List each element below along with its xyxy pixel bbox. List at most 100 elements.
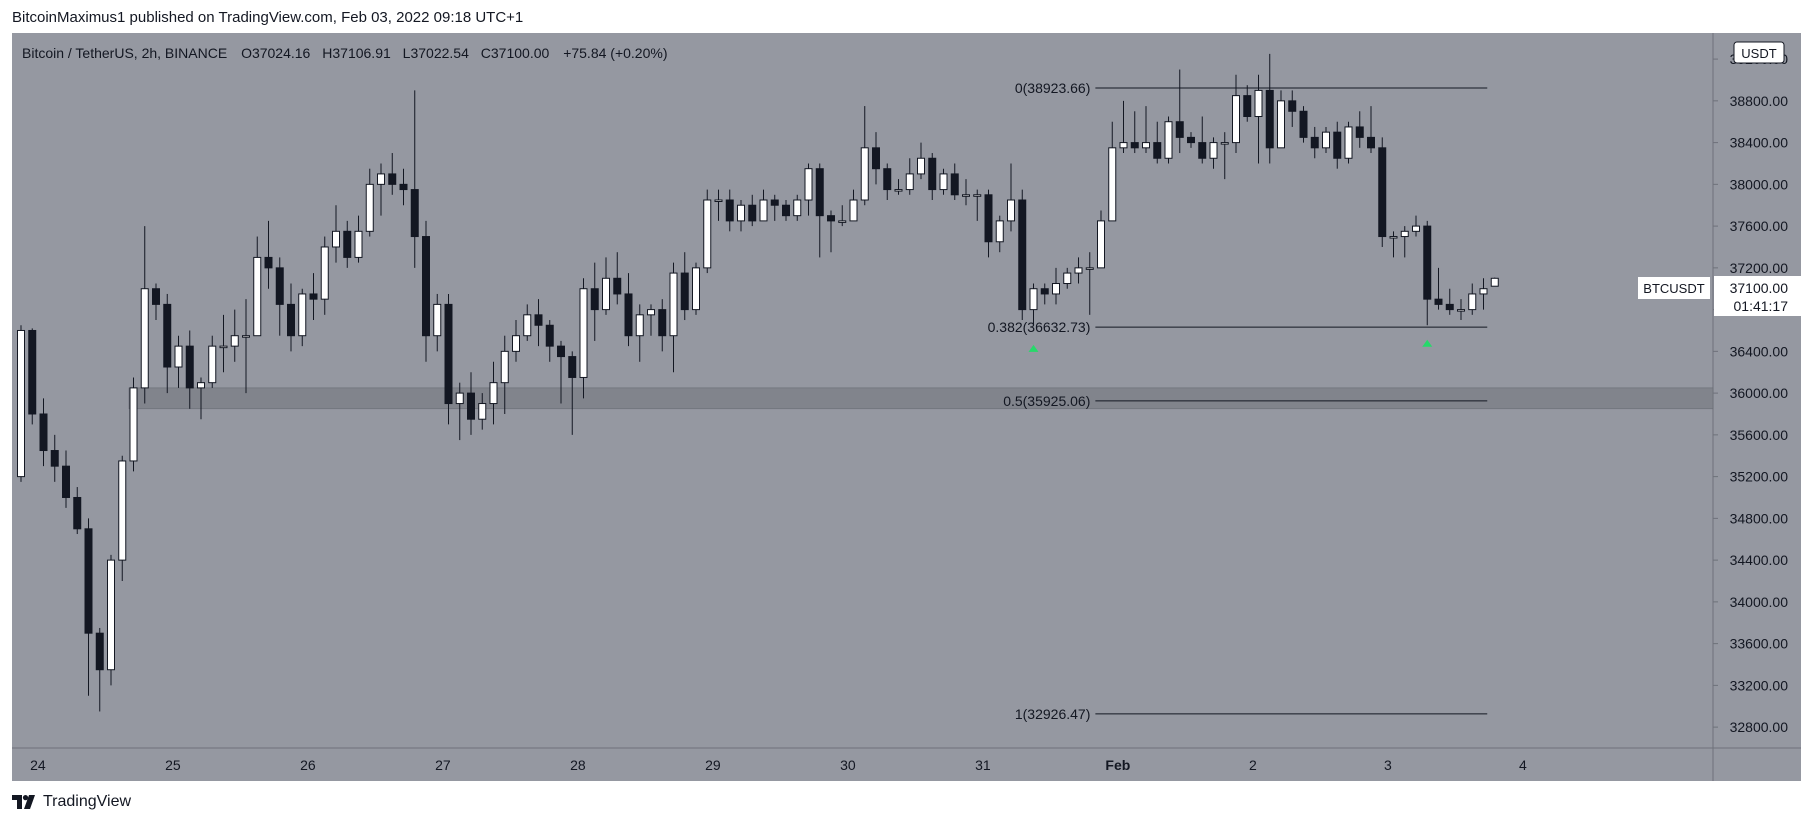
candle <box>1412 215 1420 237</box>
low-value: 37022.54 <box>410 45 469 61</box>
candle-body-down <box>1130 142 1139 149</box>
candle-body-up <box>737 204 745 222</box>
tradingview-logo-icon <box>12 795 35 809</box>
candle-body-up <box>500 350 509 384</box>
candle <box>422 220 430 362</box>
candle-body-up <box>1479 288 1488 295</box>
candle <box>590 262 599 341</box>
candle <box>770 194 779 221</box>
candle <box>635 304 644 362</box>
candle-body-down <box>534 314 543 326</box>
fibonacci-levels: 0(38923.66) 0.382(36632.73) 0.5(35925.06) 1… <box>988 80 1488 722</box>
candle-body-down <box>680 272 689 311</box>
currency-badge[interactable]: USDT <box>1733 41 1785 64</box>
candle-body-up <box>1063 272 1072 285</box>
candle-body-up <box>107 559 115 671</box>
candle-body-up <box>332 230 340 248</box>
candle-body-up <box>1468 293 1477 311</box>
candle <box>388 153 397 195</box>
candle <box>455 382 464 441</box>
candle-body-down <box>264 256 273 269</box>
candle-body-down <box>590 288 599 311</box>
candle <box>545 320 554 362</box>
candle-body-down <box>984 194 993 243</box>
publish-header: BitcoinMaximus1 published on TradingView… <box>12 9 523 26</box>
publisher-name[interactable]: BitcoinMaximus1 <box>12 9 126 26</box>
time-tick-label: 30 <box>840 757 856 773</box>
time-axis-background[interactable] <box>12 748 1801 781</box>
candle <box>197 377 205 420</box>
candle-body-down <box>185 345 194 389</box>
candle-body-down <box>309 293 318 300</box>
tradingview-logo[interactable]: TradingView <box>12 793 131 811</box>
candle-body-down <box>1333 131 1342 159</box>
candle-body-down <box>545 324 554 347</box>
price-tick-label: 38400.00 <box>1730 135 1789 151</box>
candle <box>714 189 723 221</box>
candle <box>343 220 352 268</box>
time-tick-label: 31 <box>975 757 991 773</box>
candle <box>950 163 959 201</box>
candle-body-down <box>1445 303 1454 311</box>
candle <box>73 487 82 535</box>
candle-body-down <box>748 204 757 222</box>
candle <box>62 450 70 508</box>
candle-body-down <box>1355 126 1364 138</box>
candle-body-down <box>444 303 453 405</box>
candle <box>557 340 565 404</box>
price-tick-label: 37200.00 <box>1730 260 1789 276</box>
candle <box>1063 267 1072 289</box>
candle <box>984 189 993 258</box>
candle <box>1322 126 1330 154</box>
candle-body-up <box>1108 147 1117 222</box>
candle <box>1232 74 1240 154</box>
candle <box>230 309 239 362</box>
candle-body-up <box>1209 142 1218 159</box>
candle <box>703 189 712 274</box>
candle-body-down <box>152 288 160 305</box>
price-tick-label: 35200.00 <box>1730 469 1789 485</box>
bar-countdown-label: 01:41:17 <box>1734 298 1789 314</box>
candle-body-up <box>219 345 228 349</box>
candle <box>1277 90 1285 149</box>
fib-label-2: 0.5(35925.06) <box>1003 393 1090 409</box>
candle <box>1310 126 1319 159</box>
high-value: 37106.91 <box>332 45 391 61</box>
time-tick-label: Feb <box>1105 757 1130 773</box>
candle-body-up <box>140 288 149 389</box>
candle <box>444 293 453 425</box>
candle-body-up <box>298 293 307 337</box>
candle-body-down <box>1153 142 1162 159</box>
candle-body-up <box>489 382 498 405</box>
candle <box>174 335 183 388</box>
price-tick-label: 35600.00 <box>1730 427 1789 443</box>
candle <box>1074 257 1083 284</box>
candle <box>939 168 948 195</box>
candle-body-up <box>1220 142 1229 145</box>
candle <box>298 288 307 347</box>
candle-body-up <box>1457 309 1465 312</box>
candle <box>140 226 149 404</box>
candle <box>759 189 768 222</box>
svg-text:Bitcoin / TetherUS, 2h, BINANC: Bitcoin / TetherUS, 2h, BINANCE O37024.1… <box>22 45 667 61</box>
candle <box>1490 277 1499 287</box>
price-axis-background[interactable] <box>1713 33 1801 748</box>
candle-body-up <box>995 220 1004 243</box>
candle <box>838 205 847 227</box>
time-tick-label: 26 <box>300 757 316 773</box>
candle <box>883 163 892 201</box>
time-tick-label: 4 <box>1519 757 1527 773</box>
candle-body-up <box>1400 230 1409 238</box>
publish-info: published on TradingView.com, Feb 03, 20… <box>129 9 524 26</box>
candle <box>669 262 678 373</box>
fib-label-3: 1(32926.47) <box>1015 706 1091 722</box>
candle-body-up <box>1232 95 1240 144</box>
candle-body-up <box>1119 142 1128 149</box>
candle <box>1243 85 1252 122</box>
candle <box>365 168 374 237</box>
candle-body-up <box>1029 288 1038 311</box>
candle <box>1344 121 1353 164</box>
candle <box>478 393 487 430</box>
candle <box>995 215 1004 253</box>
